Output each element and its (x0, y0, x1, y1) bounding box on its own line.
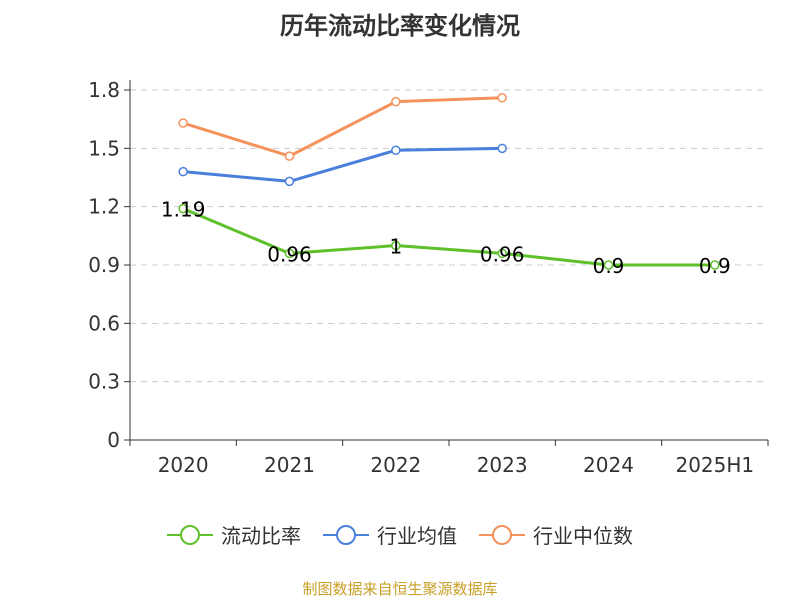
source-note: 制图数据来自恒生聚源数据库 (302, 580, 498, 598)
x-tick-label: 2021 (264, 453, 315, 477)
series-line-1 (182, 207, 715, 267)
x-tick-label: 2020 (158, 453, 209, 477)
legend-swatch-icon (479, 524, 525, 545)
legend-swatch-icon (167, 524, 213, 545)
data-point (603, 260, 614, 270)
series-line-2 (183, 146, 503, 183)
data-point (497, 248, 507, 259)
y-tick-label: 1.8 (88, 78, 120, 102)
data-point (284, 151, 295, 161)
legend-item-1[interactable]: 流动比率 (167, 520, 301, 549)
series-line-3 (182, 96, 503, 158)
data-point (391, 96, 401, 107)
axes: 0 0.3 0.6 0.9 1.2 1.5 1.8 2020 2021 2022 2023 2024 2… (88, 78, 769, 477)
chart-title: 历年流动比率变化情况 (280, 12, 520, 40)
x-tick-label: 2023 (477, 453, 528, 477)
legend-label: 行业中位数 (533, 524, 633, 548)
data-point (497, 93, 507, 103)
grid-lines (130, 89, 768, 383)
legend-swatch-icon (323, 524, 369, 545)
data-label: 1.19 (161, 198, 206, 222)
y-tick-label: 0.9 (88, 253, 120, 277)
data-point (391, 240, 401, 251)
y-tick-label: 1.5 (88, 136, 120, 160)
legend-label: 行业均值 (377, 524, 457, 548)
data-label: 1 (389, 235, 402, 259)
data-label: 0.9 (699, 254, 731, 278)
y-tick-label: 1.2 (88, 195, 120, 219)
data-point (284, 248, 295, 259)
y-tick-label: 0.6 (88, 311, 120, 335)
series-lines (178, 93, 720, 270)
data-point (710, 260, 720, 270)
data-point (284, 176, 295, 187)
data-label: 0.96 (480, 242, 525, 266)
legend-item-2[interactable]: 行业均值 (323, 520, 457, 549)
legend: 流动比率 行业均值 行业中位数 (0, 520, 800, 549)
legend-item-3[interactable]: 行业中位数 (479, 520, 633, 549)
data-point (178, 166, 188, 177)
x-tick-label: 2022 (370, 453, 421, 477)
data-label: 0.96 (267, 242, 312, 266)
x-tick-label: 2024 (583, 453, 634, 477)
data-point (178, 118, 188, 128)
data-point (391, 145, 401, 156)
data-label: 0.9 (593, 254, 625, 278)
x-tick-label: 2025H1 (675, 453, 754, 477)
data-labels: 1.19 0.96 1 0.96 0.9 0.9 (161, 198, 731, 278)
data-point (497, 143, 507, 154)
legend-label: 流动比率 (221, 524, 301, 548)
y-tick-label: 0 (107, 428, 120, 452)
y-tick-label: 0.3 (88, 370, 120, 394)
data-point (178, 203, 188, 214)
